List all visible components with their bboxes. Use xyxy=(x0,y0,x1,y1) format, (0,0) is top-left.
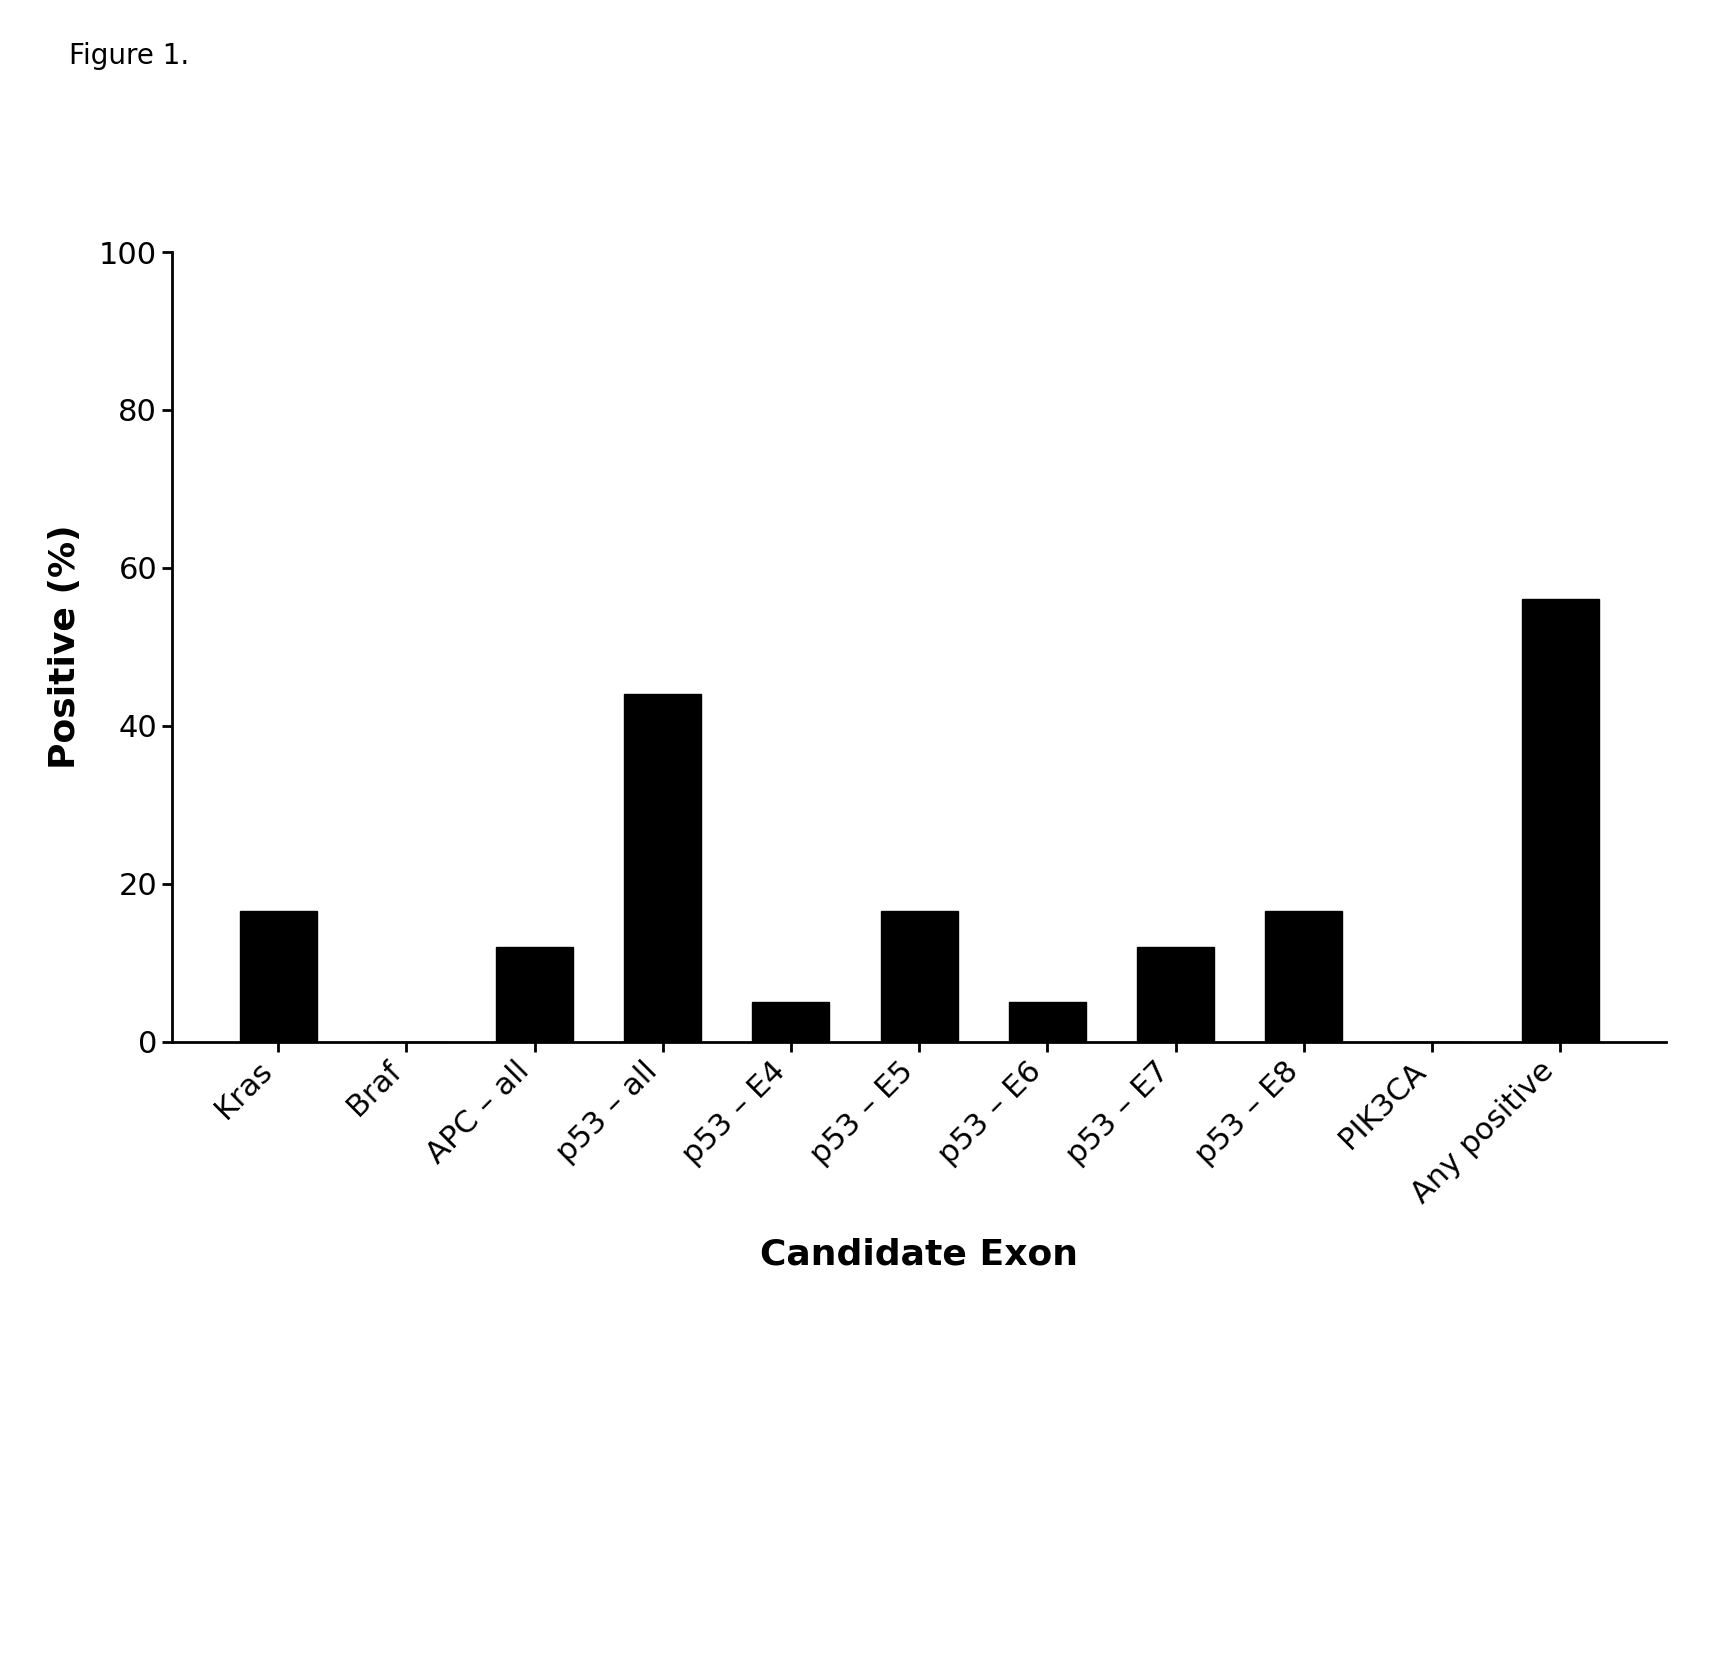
Bar xyxy=(624,694,701,1042)
Bar xyxy=(497,948,574,1042)
Bar xyxy=(241,911,316,1042)
Bar xyxy=(881,911,957,1042)
Text: Figure 1.: Figure 1. xyxy=(69,42,189,71)
Y-axis label: Positive (%): Positive (%) xyxy=(48,524,82,769)
Bar xyxy=(1137,948,1215,1042)
X-axis label: Candidate Exon: Candidate Exon xyxy=(759,1236,1079,1272)
Bar xyxy=(752,1001,830,1042)
Bar xyxy=(1264,911,1342,1042)
Bar xyxy=(1008,1001,1086,1042)
Bar xyxy=(1522,600,1598,1042)
